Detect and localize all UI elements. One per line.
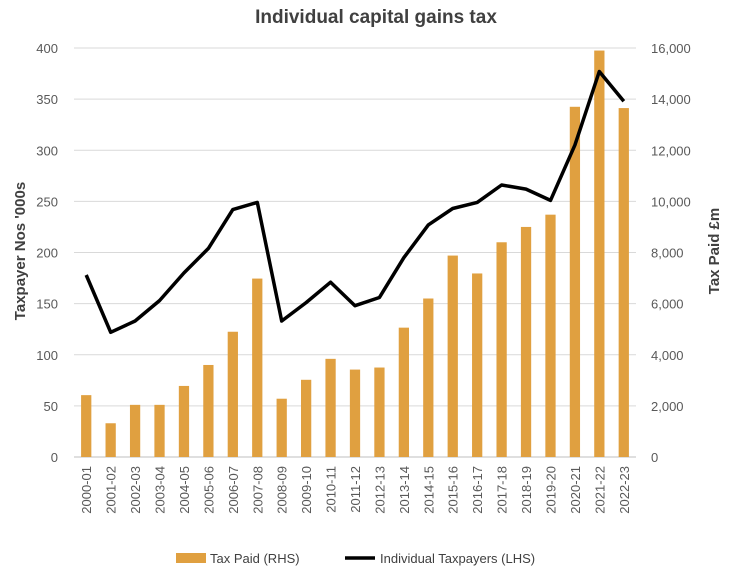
left-tick-label: 50 — [44, 399, 58, 414]
x-tick-label: 2018-19 — [519, 466, 534, 514]
bar — [227, 331, 238, 457]
bar-series — [81, 50, 629, 458]
x-tick-label: 2015-16 — [446, 466, 461, 514]
x-tick-label: 2002-03 — [128, 466, 143, 514]
legend-label-tax-paid: Tax Paid (RHS) — [210, 551, 300, 566]
bar — [545, 214, 556, 457]
right-tick-label: 16,000 — [651, 41, 691, 56]
bar — [374, 367, 385, 457]
bar — [496, 242, 507, 457]
left-axis-title: Taxpayer Nos '000s — [12, 182, 29, 320]
chart-title: Individual capital gains tax — [255, 7, 497, 28]
right-tick-label: 0 — [651, 450, 658, 465]
legend-swatch-tax-paid — [176, 553, 206, 563]
left-tick-label: 400 — [36, 41, 58, 56]
left-tick-label: 200 — [36, 246, 58, 261]
x-axis-ticks: 2000-01 2001-02 2002-03 2003-04 2004-05 2005-… — [79, 466, 632, 514]
bar — [105, 423, 116, 457]
bar — [472, 273, 483, 457]
legend-label-taxpayers: Individual Taxpayers (LHS) — [380, 551, 535, 566]
bar — [325, 358, 336, 457]
bar — [349, 369, 361, 457]
x-tick-label: 2001-02 — [104, 466, 119, 514]
bar — [398, 327, 410, 457]
x-tick-label: 2017-18 — [495, 466, 510, 514]
bar — [276, 398, 287, 457]
bar — [618, 108, 629, 458]
bar — [178, 385, 190, 457]
x-tick-label: 2022-23 — [617, 466, 632, 514]
right-tick-label: 10,000 — [651, 194, 691, 209]
left-tick-label: 0 — [51, 450, 58, 465]
x-tick-label: 2012-13 — [372, 466, 387, 514]
bar — [300, 379, 312, 457]
right-axis-title: Tax Paid £m — [706, 208, 723, 294]
x-tick-label: 2020-21 — [568, 466, 583, 514]
x-tick-label: 2021-22 — [592, 466, 607, 514]
bar — [594, 50, 605, 458]
bar — [129, 404, 141, 457]
x-tick-label: 2016-17 — [470, 466, 485, 514]
right-tick-label: 8,000 — [651, 246, 684, 261]
left-tick-label: 300 — [36, 143, 58, 158]
x-tick-label: 2008-09 — [275, 466, 290, 514]
right-tick-label: 14,000 — [651, 92, 691, 107]
line-series — [84, 69, 626, 335]
left-tick-label: 100 — [36, 348, 58, 363]
bar — [252, 278, 263, 457]
bar — [447, 255, 458, 457]
x-tick-label: 2019-20 — [543, 466, 558, 514]
legend: Tax Paid (RHS) Individual Taxpayers (LHS… — [176, 551, 535, 566]
bar — [203, 364, 214, 457]
left-tick-label: 250 — [36, 194, 58, 209]
x-tick-label: 2000-01 — [79, 466, 94, 514]
x-tick-label: 2004-05 — [177, 466, 192, 514]
right-tick-label: 4,000 — [651, 348, 684, 363]
gridlines — [74, 47, 636, 458]
x-tick-label: 2003-04 — [153, 466, 168, 514]
bar — [520, 226, 532, 457]
taxpayers-line — [84, 69, 626, 335]
right-tick-label: 2,000 — [651, 399, 684, 414]
right-tick-label: 6,000 — [651, 297, 684, 312]
x-tick-label: 2007-08 — [250, 466, 265, 514]
left-axis-ticks: 0 50 100 150 200 250 300 350 400 — [36, 41, 58, 465]
x-tick-label: 2011-12 — [348, 466, 363, 513]
bar — [423, 298, 434, 457]
right-tick-label: 12,000 — [651, 143, 691, 158]
bar — [569, 106, 581, 457]
bar — [154, 404, 165, 457]
x-tick-label: 2009-10 — [299, 466, 314, 514]
x-tick-label: 2014-15 — [421, 466, 436, 514]
bar — [81, 395, 92, 457]
x-tick-label: 2013-14 — [397, 466, 412, 514]
x-tick-label: 2010-11 — [324, 466, 339, 513]
x-tick-label: 2006-07 — [226, 466, 241, 514]
left-tick-label: 350 — [36, 92, 58, 107]
right-axis-ticks: 0 2,000 4,000 6,000 8,000 10,000 12,000 14,000 1… — [651, 41, 691, 465]
left-tick-label: 150 — [36, 297, 58, 312]
x-tick-label: 2005-06 — [201, 466, 216, 514]
